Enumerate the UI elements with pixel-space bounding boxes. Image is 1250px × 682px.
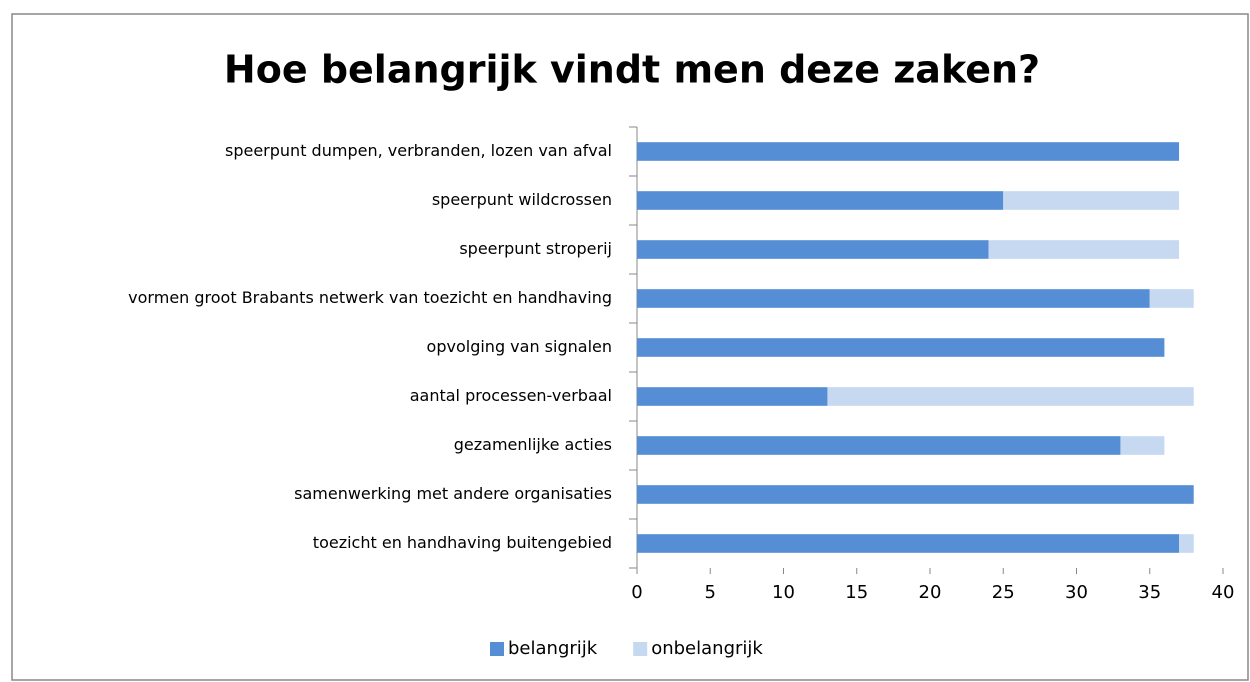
bar-segment [637,240,989,259]
bar-segment [988,240,1180,259]
bar-segment [637,338,1165,357]
bar-segment [1179,534,1194,553]
bar-segment [637,534,1180,553]
category-label: speerpunt stroperij [459,239,612,258]
category-label: opvolging van signalen [427,337,612,356]
bar-segment [827,387,1194,406]
category-label: speerpunt dumpen, verbranden, lozen van … [225,141,612,160]
category-label: speerpunt wildcrossen [432,190,612,209]
legend-swatch [490,642,504,656]
bar-segment [1120,436,1165,455]
bar-segment [1003,191,1180,210]
x-tick-label: 15 [845,582,868,603]
bar-segment [637,191,1004,210]
category-label: samenwerking met andere organisaties [294,484,612,503]
bar-segment [637,436,1121,455]
bar-segment [637,485,1194,504]
bar-segment [1149,289,1194,308]
bar-segment [637,142,1180,161]
bar-segment [637,289,1150,308]
x-tick-label: 25 [992,582,1015,603]
bar-segment [637,387,828,406]
category-label: toezicht en handhaving buitengebied [313,533,612,552]
category-label: gezamenlijke acties [454,435,612,454]
x-tick-label: 40 [1212,582,1235,603]
category-label: aantal processen-verbaal [410,386,612,405]
x-tick-label: 20 [919,582,942,603]
x-tick-label: 30 [1065,582,1088,603]
category-label: vormen groot Brabants netwerk van toezic… [128,288,612,307]
x-tick-label: 0 [631,582,642,603]
chart-title: Hoe belangrijk vindt men deze zaken? [224,48,1040,92]
legend-label: belangrijk [508,638,598,659]
x-tick-label: 5 [705,582,716,603]
x-tick-label: 35 [1138,582,1161,603]
legend-swatch [633,642,648,656]
legend-label: onbelangrijk [651,638,763,659]
x-tick-label: 10 [772,582,795,603]
